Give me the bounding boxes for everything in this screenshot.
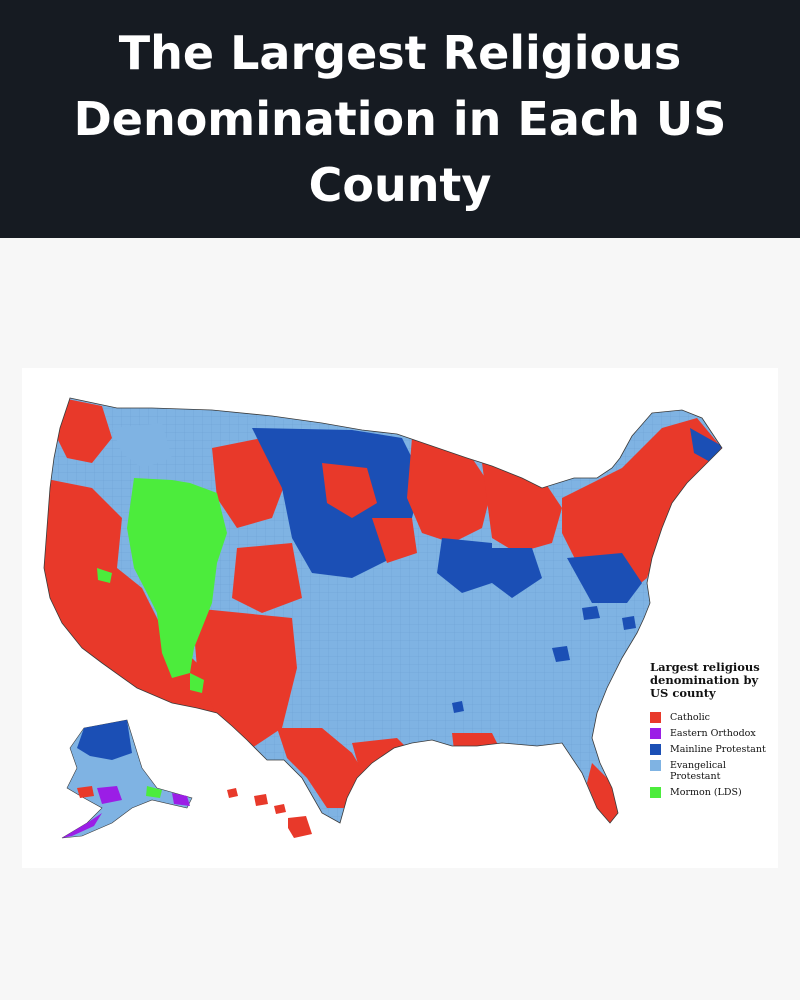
legend-item-mainline-protestant: Mainline Protestant <box>650 744 775 755</box>
legend-label: Evangelical Protestant <box>670 760 726 782</box>
legend-swatch-mormon-lds <box>650 787 661 798</box>
legend-swatch-evangelical-protestant <box>650 760 661 771</box>
hawaii <box>227 788 312 838</box>
legend-item-eastern-orthodox: Eastern Orthodox <box>650 728 775 739</box>
legend-swatch-catholic <box>650 712 661 723</box>
region-mainline-patch <box>582 606 600 620</box>
region-south-florida-catholic <box>587 763 618 823</box>
region-colorado-catholic <box>232 543 302 613</box>
page-title: The Largest Religious Denomination in Ea… <box>73 26 727 212</box>
region-mainline-patch <box>552 646 570 662</box>
region-mormon-lds <box>127 478 227 678</box>
legend-label: Mormon (LDS) <box>670 787 742 798</box>
region-wisconsin-catholic <box>407 438 492 543</box>
region-texas-coast-catholic <box>352 738 412 778</box>
region-southwest-catholic <box>192 608 297 748</box>
legend-item-mormon-lds: Mormon (LDS) <box>650 787 775 798</box>
region-northeast-catholic <box>562 418 722 598</box>
map-card: Largest religious denomination by US cou… <box>22 368 778 868</box>
legend-item-evangelical-protestant: Evangelical Protestant <box>650 760 775 782</box>
alaska <box>61 719 193 839</box>
legend-item-catholic: Catholic <box>650 712 775 723</box>
legend-swatch-mainline-protestant <box>650 744 661 755</box>
region-indiana-mainline <box>492 548 542 598</box>
region-interior-nw <box>112 423 172 468</box>
region-illinois-mainline <box>437 538 492 593</box>
legend-label: Mainline Protestant <box>670 744 766 755</box>
legend-label: Eastern Orthodox <box>670 728 756 739</box>
legend-swatch-eastern-orthodox <box>650 728 661 739</box>
map-legend: Largest religious denomination by US cou… <box>650 661 775 803</box>
region-mormon-arizona-patch <box>190 673 204 693</box>
region-mainline-patch <box>452 701 464 713</box>
region-south-texas-catholic <box>277 728 367 808</box>
us-county-map <box>43 397 723 839</box>
region-kansas-catholic-patch <box>372 518 417 563</box>
header-banner: The Largest Religious Denomination in Ea… <box>0 0 800 238</box>
region-maine-mainline <box>690 428 722 463</box>
legend-title: Largest religious denomination by US cou… <box>650 660 760 700</box>
region-pennsylvania-mainline <box>567 553 642 603</box>
legend-label: Catholic <box>670 712 710 723</box>
region-mormon-nevada-patch <box>97 568 112 583</box>
region-washington-catholic <box>52 398 112 463</box>
region-mainline-patch <box>622 616 636 630</box>
region-plains-catholic-patch <box>322 463 377 518</box>
